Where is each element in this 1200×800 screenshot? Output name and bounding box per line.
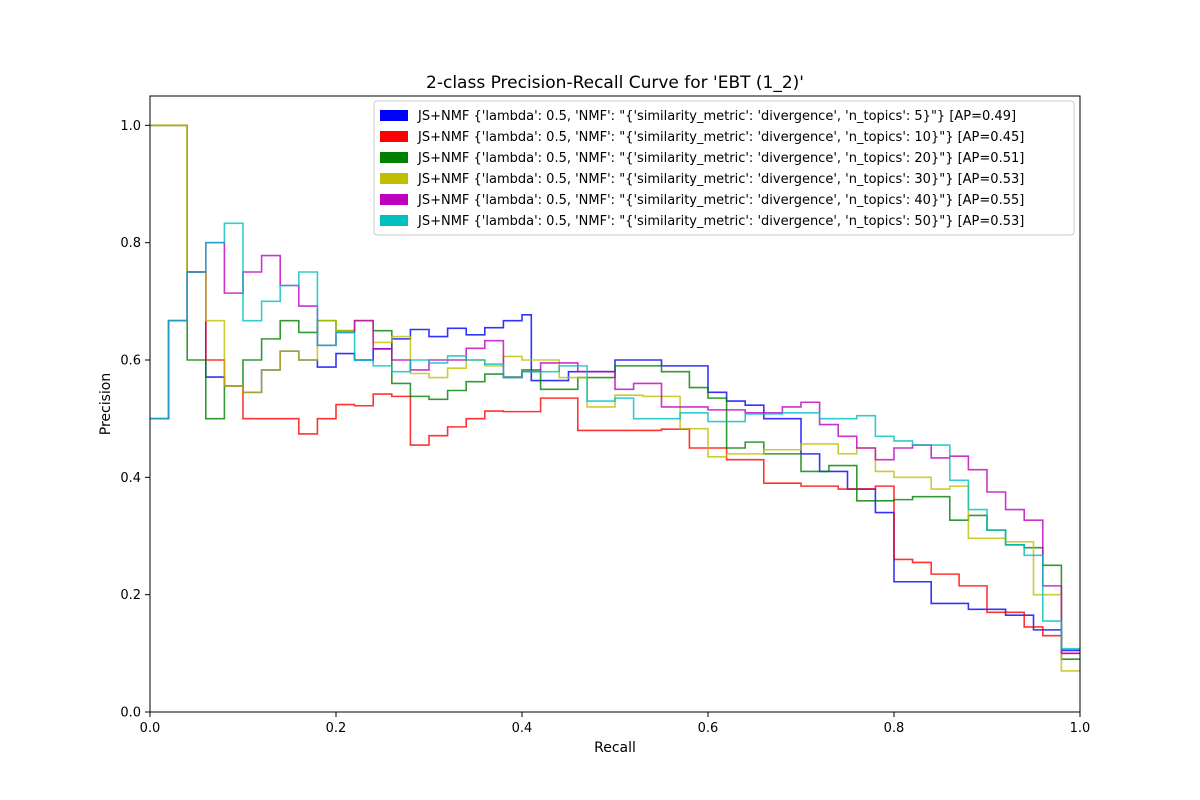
x-tick-label: 0.4 [512, 721, 533, 736]
legend-entry-3: JS+NMF {'lambda': 0.5, 'NMF': "{'similar… [417, 151, 1024, 166]
series-line-6 [150, 222, 1080, 650]
legend-swatch-5 [380, 194, 408, 205]
legend-entry-6: JS+NMF {'lambda': 0.5, 'NMF': "{'similar… [417, 214, 1024, 229]
series-line-4 [150, 124, 1080, 672]
y-tick-label: 0.8 [120, 236, 141, 251]
x-tick-label: 0.8 [884, 721, 905, 736]
legend: JS+NMF {'lambda': 0.5, 'NMF': "{'similar… [373, 100, 1075, 236]
series-line-2 [150, 124, 1080, 655]
legend-entry-4: JS+NMF {'lambda': 0.5, 'NMF': "{'similar… [417, 172, 1024, 187]
series-layer [150, 124, 1080, 672]
legend-swatch-3 [380, 152, 408, 163]
y-tick-label: 0.4 [120, 471, 141, 486]
y-tick-label: 0.6 [120, 354, 141, 369]
y-tick-label: 1.0 [120, 119, 141, 134]
legend-swatch-6 [380, 215, 408, 226]
plot-frame [149, 95, 1081, 713]
x-tick-label: 0.0 [140, 721, 161, 736]
legend-swatch-4 [380, 173, 408, 184]
series-line-1 [150, 271, 1080, 652]
series-line-3 [150, 124, 1080, 660]
x-axis: 0.0 0.2 0.4 0.6 0.8 1.0 [140, 712, 1091, 736]
legend-swatch-2 [380, 131, 408, 142]
y-axis-label: Precision [98, 373, 114, 435]
x-tick-label: 1.0 [1070, 721, 1091, 736]
series-line-5 [150, 241, 1080, 655]
x-tick-label: 0.2 [326, 721, 347, 736]
y-tick-label: 0.0 [120, 706, 141, 721]
legend-box [373, 100, 1075, 236]
x-tick-label: 0.6 [698, 721, 719, 736]
chart-title: 2-class Precision-Recall Curve for 'EBT … [426, 73, 804, 93]
legend-swatch-1 [380, 110, 408, 121]
legend-entry-1: JS+NMF {'lambda': 0.5, 'NMF': "{'similar… [417, 109, 1016, 124]
legend-entry-5: JS+NMF {'lambda': 0.5, 'NMF': "{'similar… [417, 193, 1024, 208]
y-tick-label: 0.2 [120, 588, 141, 603]
y-axis: 0.0 0.2 0.4 0.6 0.8 1.0 [120, 119, 150, 721]
x-axis-label: Recall [594, 740, 636, 756]
legend-entry-2: JS+NMF {'lambda': 0.5, 'NMF': "{'similar… [417, 130, 1024, 145]
